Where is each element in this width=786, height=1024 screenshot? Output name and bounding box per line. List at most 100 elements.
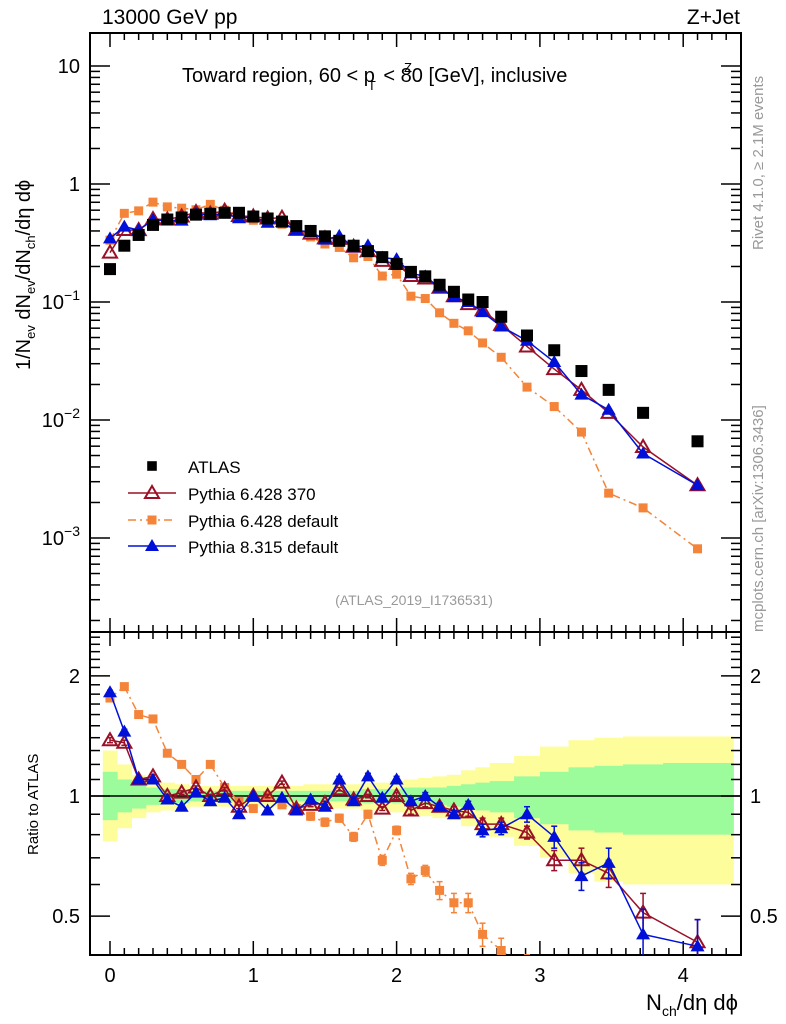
ylabel-sub: ev bbox=[23, 280, 38, 294]
ratio-data-point bbox=[306, 811, 316, 821]
ratio-data-point bbox=[406, 874, 416, 884]
legend-label: Pythia 8.315 default bbox=[188, 538, 339, 557]
legend-label: Pythia 6.428 370 bbox=[188, 485, 316, 504]
ratio-data-point bbox=[420, 866, 430, 876]
data-point bbox=[132, 228, 145, 241]
xlabel-part: N bbox=[646, 990, 662, 1015]
ratio-data-point bbox=[334, 813, 344, 823]
data-point bbox=[377, 271, 387, 281]
ratio-data-point bbox=[188, 785, 203, 798]
data-point bbox=[447, 285, 460, 298]
series-pythia-6-428-370 bbox=[101, 201, 707, 492]
title-pre: Toward region, 60 < p bbox=[182, 65, 375, 87]
legend: ATLAS Pythia 6.428 370 Pythia 6.428 defaul… bbox=[128, 458, 339, 557]
ratio-data-point bbox=[389, 772, 404, 785]
legend-marker bbox=[145, 539, 159, 551]
ratio-data-point bbox=[320, 817, 330, 827]
tick-exponent: −1 bbox=[64, 287, 80, 303]
ratio-data-point bbox=[520, 807, 535, 820]
ratio-y-tick-label: 1 bbox=[69, 786, 80, 808]
data-point bbox=[576, 427, 586, 437]
data-point bbox=[463, 326, 473, 336]
ratio-data-point bbox=[377, 855, 387, 865]
data-point bbox=[247, 210, 260, 223]
main-y-axis-label: 1/Nev dNev/dNch/dη dϕ bbox=[13, 180, 38, 370]
data-point bbox=[376, 251, 389, 264]
legend-marker bbox=[147, 515, 157, 525]
ratio-data-point bbox=[246, 789, 261, 801]
ratio-band-group bbox=[102, 736, 734, 885]
x-tick-label: 0 bbox=[104, 965, 115, 987]
data-point bbox=[361, 245, 374, 258]
ratio-data-point bbox=[475, 823, 490, 836]
data-point bbox=[101, 243, 119, 259]
data-point bbox=[117, 219, 132, 232]
legend-marker bbox=[143, 484, 161, 499]
ratio-data-point bbox=[289, 803, 304, 816]
y-tick-label: 10 bbox=[58, 56, 80, 78]
data-point bbox=[420, 294, 430, 304]
data-point bbox=[103, 231, 117, 244]
ratio-y-tick-label-right: 1 bbox=[750, 786, 761, 808]
data-point bbox=[638, 503, 648, 513]
ratio-data-point bbox=[478, 929, 488, 939]
ratio-data-point bbox=[360, 769, 375, 782]
ratio-data-point bbox=[117, 724, 132, 737]
data-point bbox=[404, 265, 417, 278]
data-point bbox=[433, 278, 446, 291]
data-point bbox=[462, 293, 475, 306]
ratio-data-point bbox=[574, 869, 589, 882]
ratio-series-line bbox=[109, 691, 698, 948]
ratio-data-point bbox=[349, 832, 359, 842]
data-point bbox=[347, 239, 360, 252]
data-point bbox=[161, 213, 174, 226]
x-tick-label: 1 bbox=[248, 965, 259, 987]
data-point bbox=[419, 270, 432, 283]
ratio-data-point bbox=[550, 984, 559, 993]
ratio-data-point bbox=[690, 939, 705, 952]
ratio-data-point bbox=[248, 804, 258, 814]
data-point bbox=[602, 383, 615, 396]
ratio-data-point bbox=[432, 799, 447, 812]
legend-label: Pythia 6.428 default bbox=[188, 512, 339, 531]
ratio-data-point bbox=[177, 759, 187, 769]
ratio-data-point bbox=[174, 799, 189, 812]
data-point bbox=[475, 305, 490, 318]
data-point bbox=[548, 344, 561, 357]
ratio-data-point bbox=[518, 823, 536, 839]
series-pythia-8-315-default bbox=[103, 206, 705, 491]
data-point bbox=[636, 446, 651, 459]
data-point bbox=[637, 406, 650, 419]
ratio-data-point bbox=[231, 807, 246, 820]
series-line bbox=[109, 201, 698, 550]
ratio-data-point bbox=[387, 787, 406, 802]
ratio-y-tick-label: 2 bbox=[69, 666, 80, 688]
ratio-data-point bbox=[359, 787, 377, 802]
tick-exponent: −2 bbox=[64, 405, 80, 421]
ratio-data-point bbox=[274, 790, 289, 803]
data-point bbox=[476, 296, 489, 308]
ratio-data-point bbox=[392, 825, 402, 835]
ratio-data-point bbox=[258, 787, 277, 802]
tick-base: 10 bbox=[42, 528, 64, 550]
data-point bbox=[390, 257, 403, 270]
ratio-data-point bbox=[332, 772, 347, 785]
ratio-data-point bbox=[449, 898, 459, 908]
ylabel-sub: ev bbox=[23, 325, 38, 339]
series-line bbox=[109, 210, 698, 486]
data-point bbox=[435, 308, 445, 318]
ratio-data-point bbox=[545, 851, 563, 867]
ratio-data-point bbox=[577, 1000, 586, 1009]
title-post: < 80 [GeV], inclusive bbox=[378, 65, 568, 87]
ratio-panel-frame bbox=[89, 631, 742, 956]
data-point bbox=[118, 239, 131, 252]
tick-base: 10 bbox=[42, 410, 64, 432]
data-point bbox=[146, 218, 159, 231]
ratio-data-point bbox=[330, 780, 349, 796]
ratio-data-point bbox=[461, 797, 476, 810]
ratio-data-point bbox=[435, 885, 445, 895]
ratio-data-point bbox=[547, 829, 562, 842]
data-point bbox=[478, 338, 488, 348]
ratio-data-point bbox=[375, 790, 390, 803]
header-process-label: Z+Jet bbox=[687, 6, 740, 29]
